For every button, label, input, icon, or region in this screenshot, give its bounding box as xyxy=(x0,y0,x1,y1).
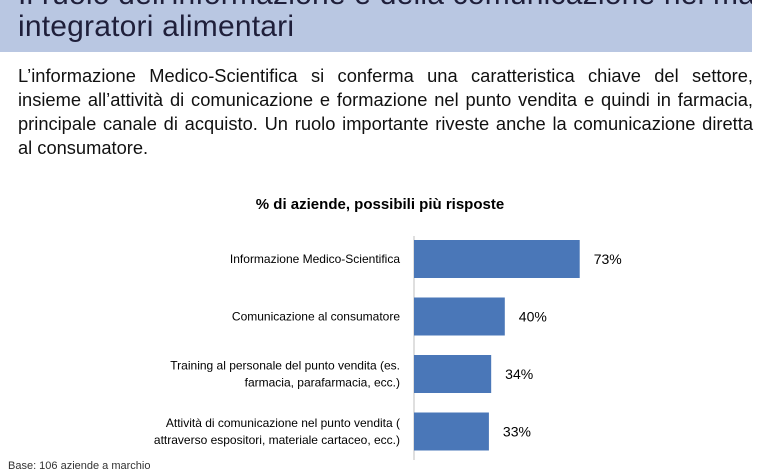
value-label: 73% xyxy=(594,251,622,267)
bar xyxy=(414,240,580,278)
page-title-clipped: Il ruolo dell'informazione e della comun… xyxy=(18,0,752,12)
page-title: integratori alimentari xyxy=(18,10,295,43)
category-label: Attività di comunicazione nel punto vend… xyxy=(166,416,400,430)
bar xyxy=(414,297,505,336)
value-label: 40% xyxy=(519,309,547,325)
category-label: attraverso espositori, materiale cartace… xyxy=(154,433,400,447)
footnote: Base: 106 aziende a marchio xyxy=(8,460,151,472)
value-label: 34% xyxy=(505,366,533,382)
title-band: Il ruolo dell'informazione e della comun… xyxy=(0,0,752,52)
value-label: 33% xyxy=(503,424,531,440)
category-label: farmacia, parafarmacia, ecc.) xyxy=(245,376,400,390)
intro-paragraph: L’informazione Medico-Scientifica si con… xyxy=(18,65,753,158)
bar xyxy=(414,412,489,451)
category-label: Comunicazione al consumatore xyxy=(232,310,400,324)
category-label: Informazione Medico-Scientifica xyxy=(230,252,400,266)
category-label: Training al personale del punto vendita … xyxy=(170,359,400,373)
bar xyxy=(414,355,492,393)
chart-title: % di aziende, possibili più risposte xyxy=(255,196,505,213)
